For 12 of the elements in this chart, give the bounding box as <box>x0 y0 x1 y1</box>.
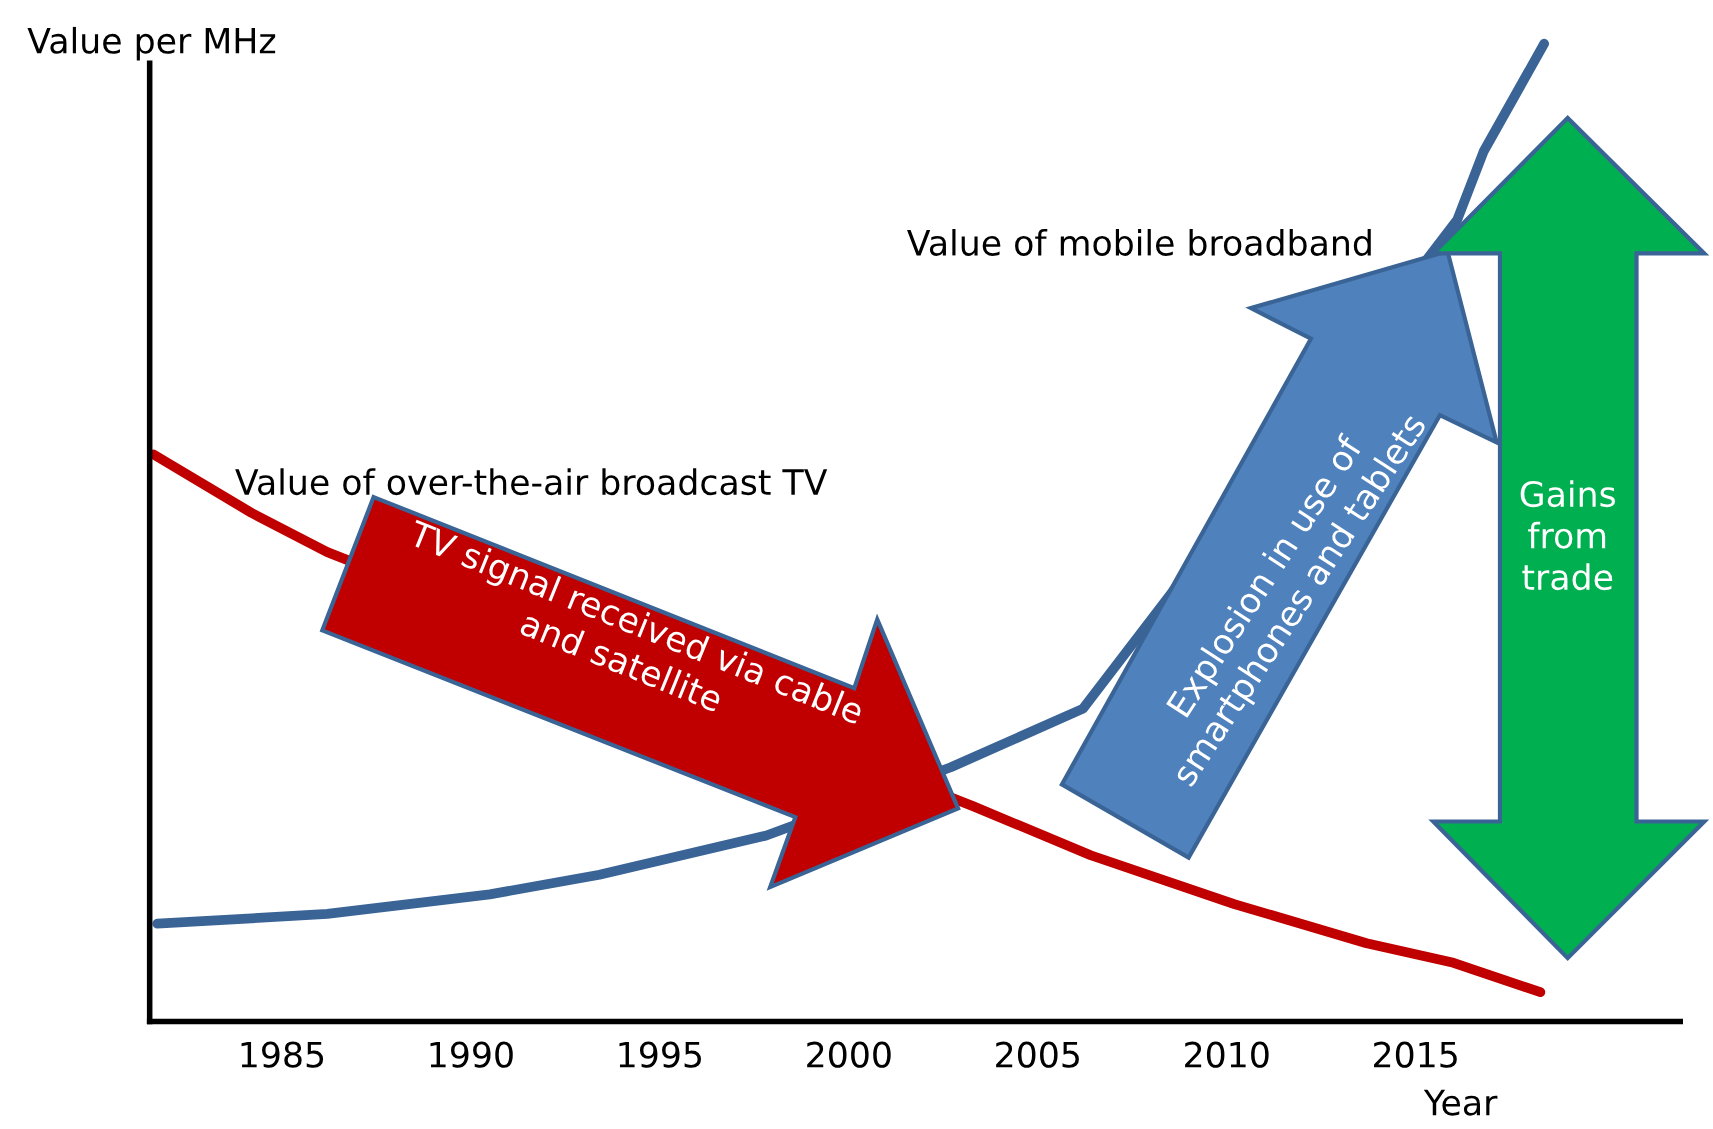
x-axis-title: Year <box>1423 1089 1498 1116</box>
y-axis-title: Value per MHz <box>27 26 276 61</box>
x-tick-label: 2005 <box>996 1041 1079 1068</box>
series-label: Value of over-the-air broadcast TV <box>235 468 828 496</box>
annotation: Gains from trade <box>1520 480 1615 591</box>
x-tick-label: 2000 <box>807 1041 891 1068</box>
x-tick-label: 1985 <box>241 1041 324 1068</box>
x-tick-label: 1995 <box>619 1041 701 1068</box>
x-tick-label: 2015 <box>1374 1041 1457 1068</box>
x-tick-label: 2010 <box>1185 1041 1269 1068</box>
series-label: Value of mobile broadband <box>907 229 1371 256</box>
x-tick-label: 1990 <box>430 1041 513 1068</box>
